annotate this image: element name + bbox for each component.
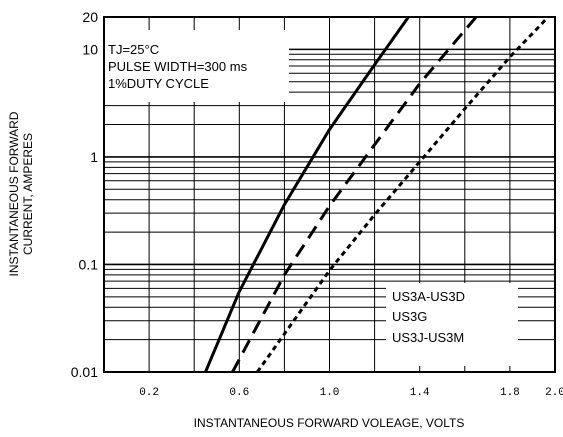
tick-labels: 0.2 0.6 1.0 1.4 1.8 2.0 0.01 0.1 1 10 20 — [71, 9, 563, 399]
legend-box — [386, 283, 518, 366]
legend: US3A-US3D US3G US3J-US3M — [386, 283, 518, 366]
y-tick-label: 20 — [82, 9, 98, 25]
x-tick-label: 1.8 — [500, 387, 520, 399]
y-axis-label: INSTANTANEOUS FORWARD CURRENT, AMPERES — [7, 111, 35, 276]
x-tick-label: 0.2 — [139, 387, 159, 399]
y-axis-label-line-2: CURRENT, AMPERES — [21, 133, 35, 255]
annotation-line-2: PULSE WIDTH=300 ms — [108, 59, 248, 74]
annotation-line-3: 1%DUTY CYCLE — [108, 76, 209, 91]
x-tick-label: 1.0 — [320, 387, 340, 399]
y-tick-label: 1 — [90, 149, 98, 165]
series-line-3 — [256, 15, 550, 373]
legend-label-1: US3A-US3D — [392, 289, 465, 304]
x-tick-label: 2.0 — [545, 387, 563, 399]
x-axis-label: INSTANTANEOUS FORWARD VOLEAGE, VOLTS — [194, 416, 465, 430]
conditions-annotation: TJ=25°C PULSE WIDTH=300 ms 1%DUTY CYCLE — [104, 30, 289, 102]
y-axis-label-line-1: INSTANTANEOUS FORWARD — [7, 111, 21, 276]
x-tick-label: 0.6 — [229, 387, 249, 399]
annotation-line-1: TJ=25°C — [108, 42, 159, 57]
conditions-box — [104, 30, 289, 102]
y-tick-label: 0.01 — [71, 364, 98, 380]
legend-label-2: US3G — [392, 309, 427, 324]
series-lines — [204, 15, 550, 373]
series-line-1 — [204, 16, 410, 373]
y-tick-label: 0.1 — [79, 256, 99, 272]
series-line-2 — [231, 16, 478, 373]
legend-label-3: US3J-US3M — [392, 330, 464, 345]
plot-frame — [103, 16, 556, 373]
y-tick-label: 10 — [82, 41, 98, 57]
x-tick-label: 1.4 — [410, 387, 430, 399]
